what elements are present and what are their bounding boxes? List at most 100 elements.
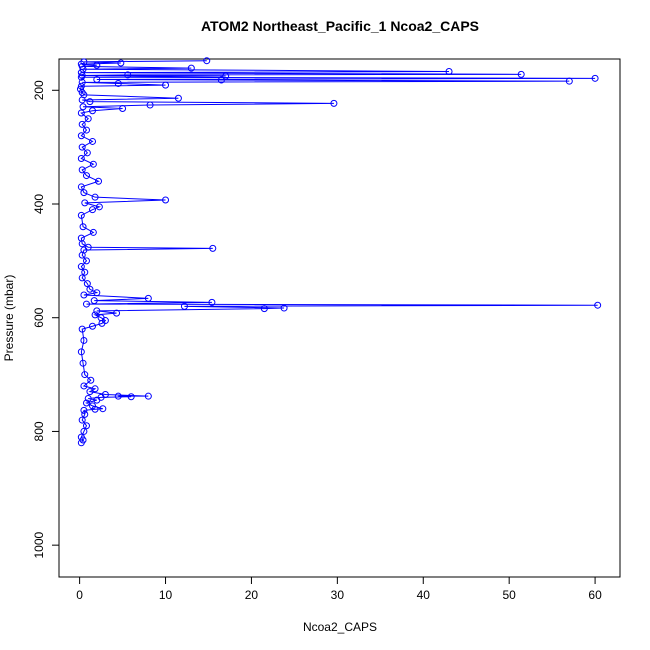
data-point (124, 71, 132, 79)
data-point (89, 160, 97, 168)
data-point (90, 297, 98, 305)
data-point (565, 77, 573, 85)
data-point (82, 300, 90, 308)
data-point (146, 101, 154, 109)
data-point (81, 199, 89, 207)
data-point (78, 274, 86, 282)
data-point (78, 240, 86, 248)
data-point (78, 251, 86, 259)
x-axis-label: Ncoa2_CAPS (303, 620, 377, 634)
data-point (78, 143, 86, 151)
data-line (79, 60, 598, 444)
data-point (330, 99, 338, 107)
x-tick-label: 60 (588, 588, 602, 602)
data-point (114, 392, 122, 400)
data-point (91, 405, 99, 413)
data-point (80, 382, 88, 390)
data-point (187, 64, 195, 72)
data-point (93, 75, 101, 83)
data-point (82, 422, 90, 430)
data-point (144, 294, 152, 302)
data-point (91, 193, 99, 201)
x-tick-label: 10 (159, 588, 173, 602)
data-point (77, 69, 85, 77)
data-point (445, 68, 453, 76)
data-point (91, 311, 99, 319)
data-point (113, 309, 121, 317)
data-point (77, 109, 85, 117)
data-point (82, 126, 90, 134)
data-point (203, 57, 211, 65)
data-point (114, 79, 122, 87)
data-point (162, 81, 170, 89)
data-point (78, 166, 86, 174)
data-point (162, 196, 170, 204)
y-axis-label: Pressure (mbar) (2, 275, 16, 362)
data-point (89, 322, 97, 330)
data-point (77, 439, 85, 447)
data-point (81, 410, 89, 418)
data-point (594, 301, 602, 309)
data-point (77, 73, 85, 81)
data-point (95, 177, 103, 185)
data-point (98, 319, 106, 327)
y-tick-label: 600 (32, 307, 46, 327)
data-point (93, 307, 101, 315)
data-point (127, 393, 135, 401)
data-point (222, 72, 230, 80)
data-point (86, 388, 94, 396)
y-tick-label: 200 (32, 80, 46, 100)
data-point (260, 305, 268, 313)
data-point (86, 285, 94, 293)
data-point (89, 206, 97, 214)
data-point (80, 291, 88, 299)
data-point (84, 115, 92, 123)
data-point (89, 228, 97, 236)
data-point (217, 76, 225, 84)
y-tick-label: 800 (32, 421, 46, 441)
data-point (89, 107, 97, 115)
data-point (99, 405, 107, 413)
data-point (78, 325, 86, 333)
data-point (80, 189, 88, 197)
data-point (174, 94, 182, 102)
data-point (84, 394, 92, 402)
data-point (77, 211, 85, 219)
data-point (180, 302, 188, 310)
data-point (82, 172, 90, 180)
data-point (77, 183, 85, 191)
data-point (79, 103, 87, 111)
data-point (77, 155, 85, 163)
data-point (83, 149, 91, 157)
y-tick-label: 400 (32, 194, 46, 214)
data-point (82, 399, 90, 407)
data-point (79, 359, 87, 367)
data-point (517, 70, 525, 78)
plot-box (58, 58, 621, 578)
data-point (208, 298, 216, 306)
data-point (144, 392, 152, 400)
data-point (81, 371, 89, 379)
x-tick-label: 40 (417, 588, 431, 602)
data-point (83, 280, 91, 288)
data-point (87, 376, 95, 384)
x-tick-label: 30 (331, 588, 345, 602)
data-point (76, 85, 84, 93)
data-point (78, 78, 86, 86)
data-point (93, 396, 101, 404)
data-point (95, 203, 103, 211)
chart-title: ATOM2 Northeast_Pacific_1 Ncoa2_CAPS (201, 18, 479, 34)
data-point (81, 268, 89, 276)
data-point (82, 257, 90, 265)
data-point (89, 137, 97, 145)
data-point (79, 223, 87, 231)
data-point (77, 348, 85, 356)
x-tick-label: 50 (502, 588, 516, 602)
data-point (78, 120, 86, 128)
data-point (80, 406, 88, 414)
data-point (80, 336, 88, 344)
data-point (117, 59, 125, 67)
data-point (80, 427, 88, 435)
data-point (78, 96, 86, 104)
